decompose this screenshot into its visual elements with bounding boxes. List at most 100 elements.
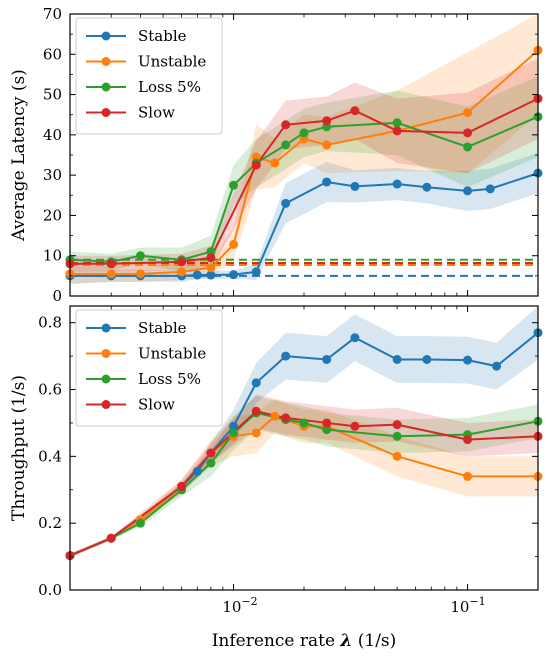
data-point-unstable bbox=[270, 411, 280, 421]
data-point-unstable bbox=[463, 108, 473, 118]
data-point-loss-5pct bbox=[135, 251, 145, 261]
x-tick-label-1e-1: 10−1 bbox=[450, 595, 485, 616]
legend-swatch-marker bbox=[101, 57, 111, 66]
data-point-stable bbox=[392, 179, 402, 189]
data-point-loss-5pct bbox=[135, 518, 145, 528]
data-point-unstable bbox=[206, 263, 216, 273]
data-point-stable bbox=[463, 186, 473, 196]
data-point-loss-5pct bbox=[229, 180, 239, 190]
data-point-loss-5pct bbox=[322, 425, 332, 435]
data-point-slow bbox=[392, 420, 402, 430]
y-tick-label: 20 bbox=[43, 206, 62, 224]
data-point-stable bbox=[281, 198, 291, 208]
data-point-stable bbox=[229, 270, 239, 280]
y-tick-label: 0 bbox=[52, 287, 62, 305]
legend-box bbox=[75, 309, 223, 427]
data-point-loss-5pct bbox=[299, 418, 309, 428]
data-point-slow bbox=[251, 406, 261, 416]
throughput-panel: 0.0 0.2 0.4 0.6 0.8 Stable Unstable Loss 5% Slo… bbox=[9, 305, 543, 599]
band-slow bbox=[70, 58, 538, 272]
y-tick-label: 40 bbox=[43, 126, 62, 144]
data-point-slow bbox=[106, 259, 116, 269]
data-point-stable bbox=[229, 421, 239, 431]
data-point-slow bbox=[106, 533, 116, 543]
data-point-slow bbox=[350, 421, 360, 431]
data-point-unstable bbox=[463, 471, 473, 481]
data-point-unstable bbox=[392, 451, 402, 461]
data-point-stable bbox=[492, 361, 502, 371]
legend-label: Unstable bbox=[138, 53, 206, 71]
y-tick-label: 0.2 bbox=[38, 514, 62, 532]
data-point-stable bbox=[192, 270, 202, 280]
legend-item-unstable: Unstable bbox=[86, 345, 206, 363]
legend-item-stable: Stable bbox=[86, 319, 187, 337]
data-point-stable bbox=[322, 177, 332, 187]
data-point-unstable bbox=[135, 269, 145, 279]
series-line-stable bbox=[70, 172, 539, 277]
latency-y-axis-label: Average Latency (s) bbox=[9, 69, 29, 242]
legend-swatch-marker bbox=[101, 82, 111, 92]
legend-label: Slow bbox=[138, 104, 175, 122]
data-point-stable bbox=[350, 333, 360, 343]
legend-item-stable: Stable bbox=[86, 27, 187, 45]
data-point-stable bbox=[422, 354, 432, 364]
data-point-slow bbox=[206, 253, 216, 263]
y-tick-label: 60 bbox=[43, 45, 62, 63]
legend-label: Stable bbox=[138, 319, 187, 337]
data-point-stable bbox=[322, 354, 332, 364]
data-point-slow bbox=[177, 257, 187, 267]
data-point-loss-5pct bbox=[392, 118, 402, 128]
band-unstable bbox=[70, 14, 538, 284]
legend-label: Stable bbox=[138, 27, 187, 45]
data-point-slow bbox=[463, 128, 473, 138]
data-point-loss-5pct bbox=[392, 431, 402, 441]
legend-item-slow: Slow bbox=[86, 104, 175, 122]
data-point-stable bbox=[192, 466, 202, 476]
data-point-stable bbox=[350, 181, 360, 191]
legend-item-loss-5pct: Loss 5% bbox=[86, 370, 201, 388]
data-point-unstable bbox=[322, 140, 332, 150]
data-point-slow bbox=[322, 116, 332, 126]
data-point-stable bbox=[463, 355, 473, 365]
y-tick-label: 70 bbox=[43, 5, 62, 23]
data-point-slow bbox=[281, 120, 291, 130]
data-point-loss-5pct bbox=[206, 458, 216, 468]
y-tick-label: 50 bbox=[43, 86, 62, 104]
legend-label: Loss 5% bbox=[138, 78, 201, 96]
data-point-slow bbox=[206, 448, 216, 458]
data-point-unstable bbox=[270, 158, 280, 168]
data-point-stable bbox=[392, 354, 402, 364]
data-point-unstable bbox=[177, 267, 187, 277]
data-point-unstable bbox=[229, 239, 239, 249]
legend-label: Loss 5% bbox=[138, 370, 201, 388]
data-point-stable bbox=[206, 270, 216, 280]
y-tick-label: 0.6 bbox=[38, 381, 62, 399]
y-tick-label: 10 bbox=[43, 247, 62, 265]
band-stable bbox=[70, 306, 538, 558]
legend-swatch-marker bbox=[101, 108, 111, 117]
legend-item-unstable: Unstable bbox=[86, 53, 206, 71]
data-point-loss-5pct bbox=[299, 128, 309, 138]
legend-item-loss-5pct: Loss 5% bbox=[86, 78, 201, 96]
data-point-stable bbox=[251, 378, 261, 388]
data-point-slow bbox=[392, 126, 402, 136]
data-point-slow bbox=[322, 418, 332, 428]
x-tick-label-1e-2: 10−2 bbox=[222, 595, 257, 616]
legend-swatch-marker bbox=[101, 374, 111, 384]
data-point-unstable bbox=[106, 269, 116, 279]
legend-label: Slow bbox=[138, 396, 175, 414]
data-point-slow bbox=[251, 160, 261, 170]
data-point-stable bbox=[422, 182, 432, 192]
legend-box bbox=[75, 17, 223, 135]
y-tick-label: 30 bbox=[43, 166, 62, 184]
legend-item-slow: Slow bbox=[86, 396, 175, 414]
data-point-unstable bbox=[251, 428, 261, 438]
legend-label: Unstable bbox=[138, 345, 206, 363]
data-point-slow bbox=[350, 106, 360, 116]
data-point-loss-5pct bbox=[463, 142, 473, 152]
legend-swatch-marker bbox=[101, 349, 111, 358]
band-unstable bbox=[70, 399, 538, 558]
y-tick-label: 0.8 bbox=[38, 314, 62, 332]
x-axis-label: Inference rate λ (1/s) bbox=[212, 631, 397, 651]
throughput-y-axis-label: Throughput (1/s) bbox=[9, 375, 29, 521]
